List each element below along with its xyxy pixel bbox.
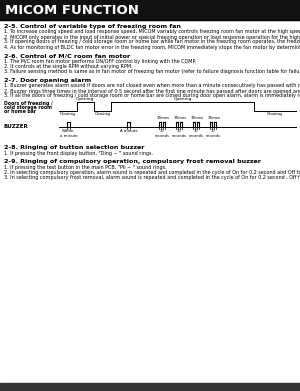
Text: or home bar: or home bar bbox=[4, 109, 36, 114]
Text: A minute: A minute bbox=[120, 129, 137, 133]
Text: Opening: Opening bbox=[173, 97, 192, 101]
Text: 2. It controls at the single RPM without varying RPM.: 2. It controls at the single RPM without… bbox=[4, 64, 133, 69]
Text: 3. Failure sensing method is same as in fan motor of freezing fan motor (refer t: 3. Failure sensing method is same as in … bbox=[4, 69, 300, 74]
Text: 2-8. Ringing of button selection buzzer: 2-8. Ringing of button selection buzzer bbox=[4, 145, 144, 150]
Text: 1. If pressing the test button in the main PCB, "Pli ~ " sound rings.: 1. If pressing the test button in the ma… bbox=[4, 165, 167, 170]
Text: 3Times: 3Times bbox=[190, 116, 203, 120]
Text: 1. The M/C room fan motor performs ON/OFF control by linking with the COMP.: 1. The M/C room fan motor performs ON/OF… bbox=[4, 59, 196, 64]
Text: 30
seconds: 30 seconds bbox=[172, 129, 186, 138]
Text: 1. If pressing the front display button, "Ding ~ " sound rings.: 1. If pressing the front display button,… bbox=[4, 151, 153, 156]
Text: 3Times: 3Times bbox=[157, 116, 169, 120]
Text: 30
seconds: 30 seconds bbox=[189, 129, 203, 138]
Text: Opening: Opening bbox=[76, 97, 95, 101]
Text: cold storage room: cold storage room bbox=[4, 105, 52, 110]
Text: 2. In selecting compulsory operation, alarm sound is repeated and completed in t: 2. In selecting compulsory operation, al… bbox=[4, 170, 300, 175]
Text: 4. As for monitoring of BLDC fan motor error in the freezing room, MICOM immedia: 4. As for monitoring of BLDC fan motor e… bbox=[4, 45, 300, 50]
Bar bbox=[0, 0, 300, 20]
Text: Closing: Closing bbox=[267, 112, 283, 116]
Text: 2-6. Control of M/C room fan motor: 2-6. Control of M/C room fan motor bbox=[4, 54, 130, 59]
Text: 2. MICOM only operates in the input of initial power or special freezing operati: 2. MICOM only operates in the input of i… bbox=[4, 34, 300, 39]
Text: 2. Buzzer rings three times in the interval of 0.5 second after the first one mi: 2. Buzzer rings three times in the inter… bbox=[4, 88, 300, 93]
Text: Closing: Closing bbox=[60, 112, 76, 116]
Text: 3Times: 3Times bbox=[173, 116, 187, 120]
Text: 3. If all the doors of freezing / cold storage room or home bar are closed durin: 3. If all the doors of freezing / cold s… bbox=[4, 93, 300, 99]
Text: 2-5. Control of variable type of freezing room fan: 2-5. Control of variable type of freezin… bbox=[4, 24, 181, 29]
Text: MICOM FUNCTION: MICOM FUNCTION bbox=[5, 4, 139, 16]
Text: 1. To increase cooling speed and load response speed, MICOM variably controls fr: 1. To increase cooling speed and load re… bbox=[4, 29, 300, 34]
Text: 1. Buzzer generates alarm sound if doors are not closed even when more than a mi: 1. Buzzer generates alarm sound if doors… bbox=[4, 84, 300, 88]
Text: Within
a minute: Within a minute bbox=[60, 129, 77, 138]
Text: 30
seconds: 30 seconds bbox=[206, 129, 220, 138]
Bar bbox=[0, 383, 300, 391]
Text: Closing: Closing bbox=[94, 112, 110, 116]
Text: 3. If opening doors of freezing / cold storage room or home bar while fan motor : 3. If opening doors of freezing / cold s… bbox=[4, 39, 300, 45]
Text: 2-9. Ringing of compulsory operation, compulsory frost removal buzzer: 2-9. Ringing of compulsory operation, co… bbox=[4, 160, 261, 165]
Text: BUZZER: BUZZER bbox=[4, 124, 29, 129]
Text: Doors of freezing /: Doors of freezing / bbox=[4, 102, 53, 106]
Text: 3. In selecting compulsory frost removal, alarm sound is repeated and completed : 3. In selecting compulsory frost removal… bbox=[4, 175, 300, 180]
Text: 3Times: 3Times bbox=[208, 116, 220, 120]
Text: 2-7. Door opening alarm: 2-7. Door opening alarm bbox=[4, 78, 91, 83]
Text: 30
seconds: 30 seconds bbox=[154, 129, 169, 138]
